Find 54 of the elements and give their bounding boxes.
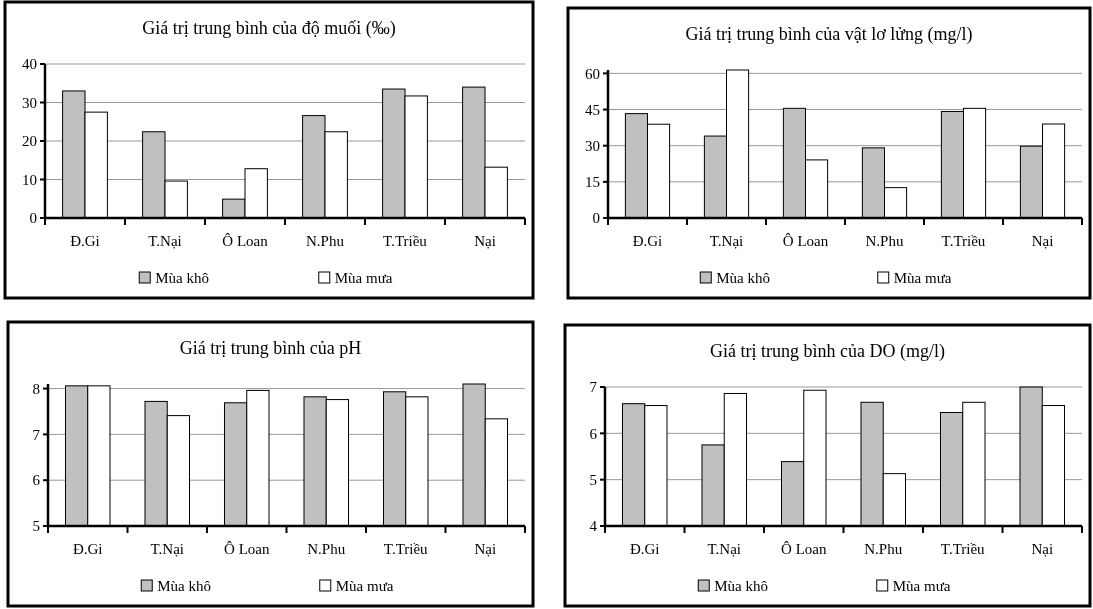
y-tick-label: 10 xyxy=(22,171,37,188)
legend-label: Mùa khô xyxy=(714,578,768,595)
legend-label: Mùa mưa xyxy=(892,578,951,595)
legend-label: Mùa mưa xyxy=(893,270,952,287)
y-tick-label: 6 xyxy=(32,472,41,489)
x-tick-label: Đ.Gi xyxy=(629,541,660,557)
x-tick-label: Nại xyxy=(474,541,497,557)
x-tick-label: Ô Loan xyxy=(782,233,829,249)
chart-title: Giá trị trung bình của DO (mg/l) xyxy=(710,341,945,362)
x-tick-label: T.Triều xyxy=(383,233,428,249)
x-tick-label: T.Nại xyxy=(707,541,741,557)
legend-label: Mùa khô xyxy=(155,270,209,287)
y-tick-label: 7 xyxy=(32,426,41,443)
x-tick-label: Ô Loan xyxy=(781,541,827,557)
y-tick-label: 5 xyxy=(589,471,597,488)
legend-label: Mùa khô xyxy=(157,578,211,595)
x-tick-label: T.Triều xyxy=(383,541,429,557)
y-tick-label: 0 xyxy=(592,210,600,227)
x-tick-label: Nại xyxy=(1031,233,1054,249)
y-tick-label: 7 xyxy=(589,379,598,396)
legend-label: Mùa mưa xyxy=(334,270,393,287)
y-tick-label: 30 xyxy=(22,94,37,111)
x-tick-label: T.Nại xyxy=(148,233,182,249)
x-tick-label: T.Nại xyxy=(150,541,184,557)
y-tick-label: 30 xyxy=(585,137,600,154)
x-tick-label: N.Phu xyxy=(307,541,346,557)
y-tick-label: 8 xyxy=(32,380,40,397)
y-tick-label: 5 xyxy=(32,518,40,535)
y-tick-label: 4 xyxy=(589,518,598,535)
y-tick-label: 60 xyxy=(585,65,600,82)
x-tick-label: Đ.Gi xyxy=(70,233,100,249)
x-tick-label: T.Triều xyxy=(941,233,986,249)
chart-title: Giá trị trung bình của vật lơ lửng (mg/l) xyxy=(685,24,973,45)
x-tick-label: N.Phu xyxy=(864,541,903,557)
x-tick-label: Ô Loan xyxy=(222,233,269,249)
x-tick-label: Ô Loan xyxy=(224,541,270,557)
x-tick-label: Đ.Gi xyxy=(72,541,103,557)
legend-label: Mùa khô xyxy=(716,270,771,287)
y-tick-label: 45 xyxy=(585,101,600,118)
x-tick-label: Đ.Gi xyxy=(632,233,663,249)
y-tick-label: 40 xyxy=(22,56,37,73)
y-tick-label: 6 xyxy=(589,425,598,442)
legend-label: Mùa mưa xyxy=(335,578,394,595)
x-tick-label: T.Triều xyxy=(940,541,986,557)
x-tick-label: N.Phu xyxy=(865,233,904,249)
y-tick-label: 20 xyxy=(22,133,37,150)
y-tick-label: 15 xyxy=(585,174,600,191)
y-tick-label: 0 xyxy=(29,210,37,227)
chart-title: Giá trị trung bình của pH xyxy=(179,338,362,358)
x-tick-label: T.Nại xyxy=(709,233,744,249)
x-tick-label: N.Phu xyxy=(306,233,345,249)
x-tick-label: Nại xyxy=(1031,541,1054,557)
x-tick-label: Nại xyxy=(474,233,496,249)
chart-title: Giá trị trung bình của độ muối (‰) xyxy=(142,18,396,39)
